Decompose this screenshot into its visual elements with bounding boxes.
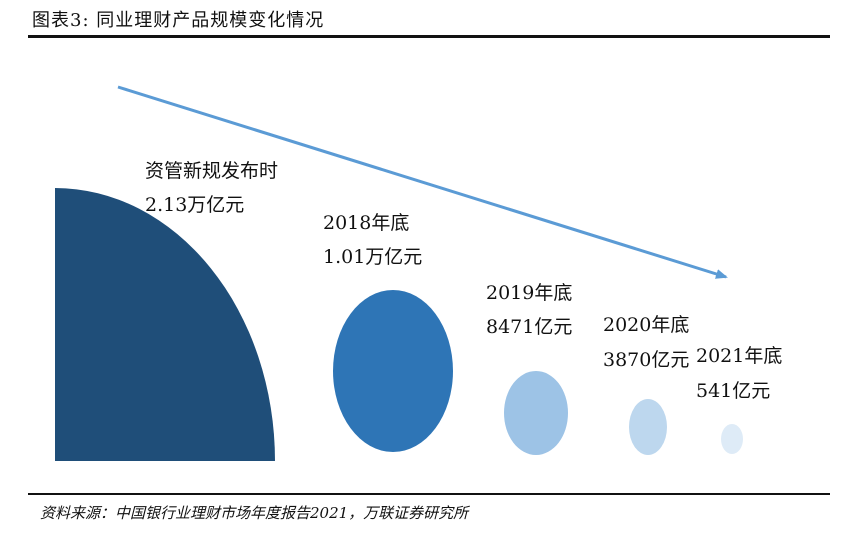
stage-2-label: 2019年底 xyxy=(486,282,572,304)
stage-4-circle xyxy=(721,424,743,454)
trend-arrow xyxy=(117,85,728,279)
bottom-divider xyxy=(28,493,830,495)
stage-2-value: 8471亿元 xyxy=(486,316,572,338)
stage-4-value: 541亿元 xyxy=(696,380,770,402)
stage-1-circle xyxy=(333,290,453,452)
stage-3-value: 3870亿元 xyxy=(603,349,689,371)
stage-0-value: 2.13万亿元 xyxy=(145,194,244,216)
stage-2-circle xyxy=(504,371,568,455)
header: 图表3: 同业理财产品规模变化情况 xyxy=(28,4,828,34)
stage-0-label: 资管新规发布时 xyxy=(145,160,278,182)
stage-0-quarter-circle xyxy=(55,188,275,461)
stage-1-label: 2018年底 xyxy=(323,212,409,234)
stage-3-circle xyxy=(629,399,667,455)
stage-1-value: 1.01万亿元 xyxy=(323,246,422,268)
chart-title: 图表3: 同业理财产品规模变化情况 xyxy=(32,10,325,31)
stage-4-label: 2021年底 xyxy=(696,345,782,367)
source-note: 资料来源：中国银行业理财市场年度报告2021，万联证券研究所 xyxy=(40,504,469,522)
top-divider xyxy=(28,35,830,38)
stage-3-label: 2020年底 xyxy=(603,314,689,336)
